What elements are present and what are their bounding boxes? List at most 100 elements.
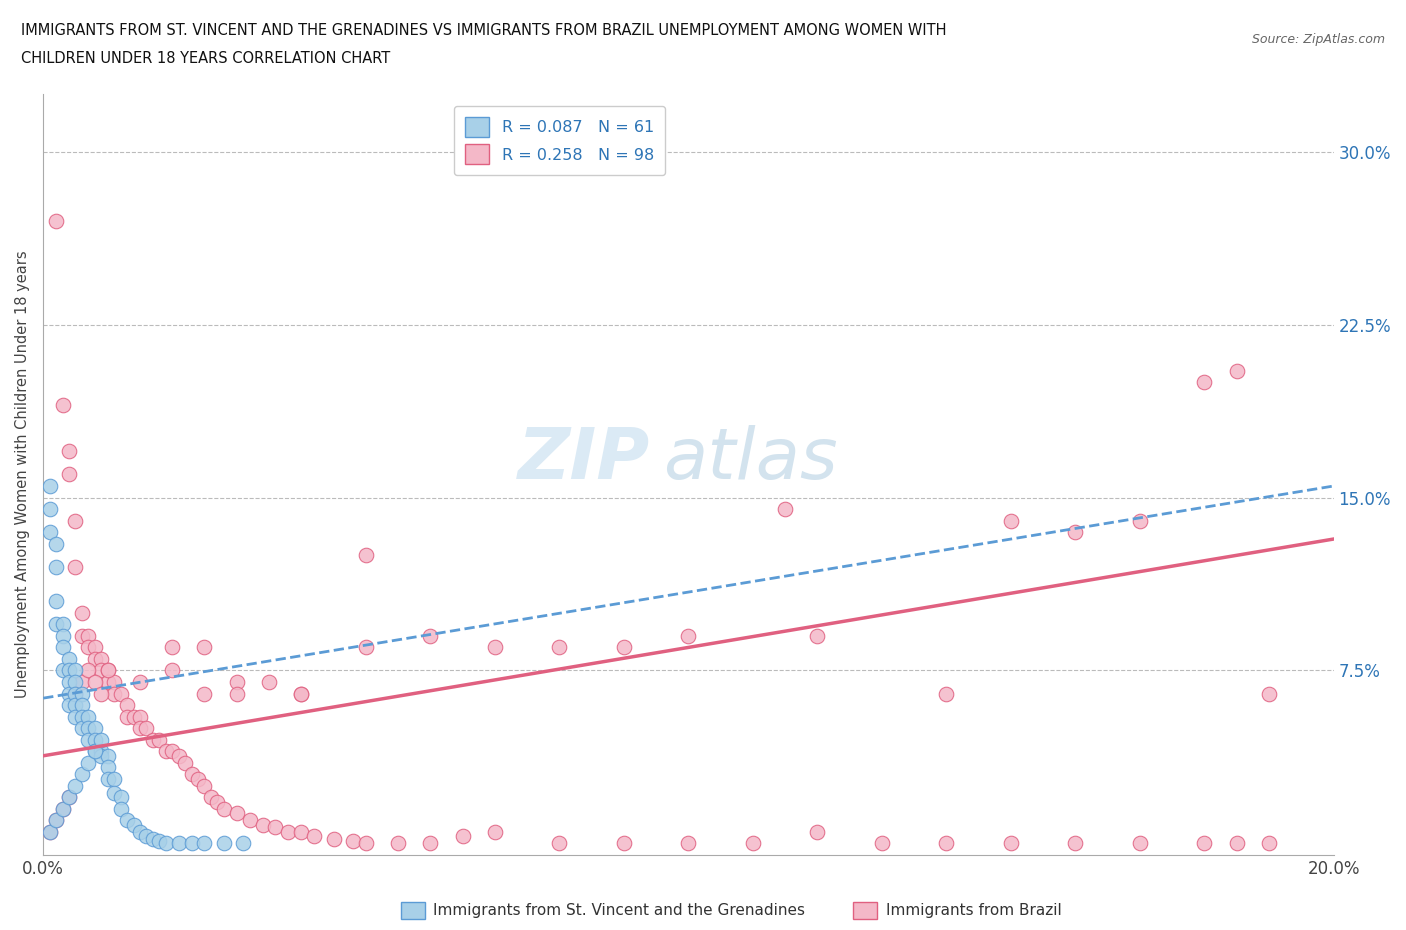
- Point: [155, 836, 177, 851]
- Point: [58, 663, 80, 678]
- Point: [548, 640, 571, 655]
- Point: [103, 674, 125, 689]
- Point: [1226, 364, 1249, 379]
- Point: [129, 674, 152, 689]
- Point: [354, 836, 377, 851]
- Point: [935, 836, 957, 851]
- Point: [83, 744, 105, 759]
- Point: [51, 629, 73, 644]
- Point: [806, 629, 828, 644]
- Point: [77, 629, 100, 644]
- Point: [290, 824, 312, 839]
- Point: [97, 663, 120, 678]
- Point: [77, 710, 100, 724]
- Point: [1129, 836, 1152, 851]
- Point: [38, 525, 60, 539]
- Point: [65, 663, 87, 678]
- Point: [65, 686, 87, 701]
- Point: [484, 824, 506, 839]
- Point: [65, 686, 87, 701]
- Point: [354, 548, 377, 563]
- Point: [257, 674, 280, 689]
- Point: [148, 732, 170, 747]
- Point: [419, 836, 441, 851]
- Point: [1000, 836, 1022, 851]
- Point: [70, 605, 93, 620]
- Point: [548, 836, 571, 851]
- Point: [129, 721, 152, 736]
- Point: [38, 501, 60, 516]
- Point: [65, 674, 87, 689]
- Point: [870, 836, 893, 851]
- Point: [225, 806, 247, 821]
- Point: [193, 836, 215, 851]
- Point: [122, 817, 145, 832]
- Point: [97, 674, 120, 689]
- Point: [1064, 836, 1087, 851]
- Point: [77, 732, 100, 747]
- Point: [160, 663, 183, 678]
- Point: [129, 710, 152, 724]
- Point: [38, 479, 60, 494]
- Point: [342, 833, 364, 848]
- Point: [239, 813, 262, 828]
- Point: [45, 617, 67, 631]
- Point: [135, 721, 157, 736]
- Point: [302, 829, 325, 844]
- Point: [51, 802, 73, 817]
- Point: [58, 652, 80, 667]
- Point: [142, 732, 165, 747]
- Point: [83, 732, 105, 747]
- Point: [70, 698, 93, 712]
- Point: [207, 794, 229, 809]
- Point: [252, 817, 274, 832]
- Point: [97, 663, 120, 678]
- Point: [193, 778, 215, 793]
- Point: [193, 640, 215, 655]
- Point: [225, 686, 247, 701]
- Point: [148, 833, 170, 848]
- Point: [110, 802, 132, 817]
- Point: [613, 640, 636, 655]
- Point: [187, 771, 209, 786]
- Point: [142, 831, 165, 846]
- Point: [741, 836, 763, 851]
- Point: [83, 652, 105, 667]
- Point: [1226, 836, 1249, 851]
- Point: [1194, 836, 1216, 851]
- Point: [45, 813, 67, 828]
- Point: [935, 686, 957, 701]
- Text: IMMIGRANTS FROM ST. VINCENT AND THE GRENADINES VS IMMIGRANTS FROM BRAZIL UNEMPLO: IMMIGRANTS FROM ST. VINCENT AND THE GREN…: [21, 23, 946, 38]
- Point: [65, 559, 87, 574]
- Point: [51, 398, 73, 413]
- Point: [45, 213, 67, 228]
- Point: [77, 640, 100, 655]
- Point: [83, 721, 105, 736]
- Point: [277, 824, 299, 839]
- Point: [103, 686, 125, 701]
- Point: [678, 836, 700, 851]
- Point: [322, 831, 344, 846]
- Point: [180, 767, 202, 782]
- Point: [180, 836, 202, 851]
- Point: [77, 755, 100, 770]
- Point: [451, 829, 474, 844]
- Point: [58, 790, 80, 804]
- Point: [290, 686, 312, 701]
- Point: [97, 760, 120, 775]
- Point: [160, 744, 183, 759]
- Legend: R = 0.087   N = 61, R = 0.258   N = 98: R = 0.087 N = 61, R = 0.258 N = 98: [454, 106, 665, 175]
- Point: [225, 674, 247, 689]
- Point: [97, 771, 120, 786]
- Point: [484, 640, 506, 655]
- Point: [773, 501, 796, 516]
- Point: [58, 444, 80, 458]
- Point: [58, 674, 80, 689]
- Point: [90, 749, 112, 764]
- Point: [38, 824, 60, 839]
- Point: [1129, 513, 1152, 528]
- Point: [155, 744, 177, 759]
- Point: [193, 686, 215, 701]
- Point: [90, 686, 112, 701]
- Point: [419, 629, 441, 644]
